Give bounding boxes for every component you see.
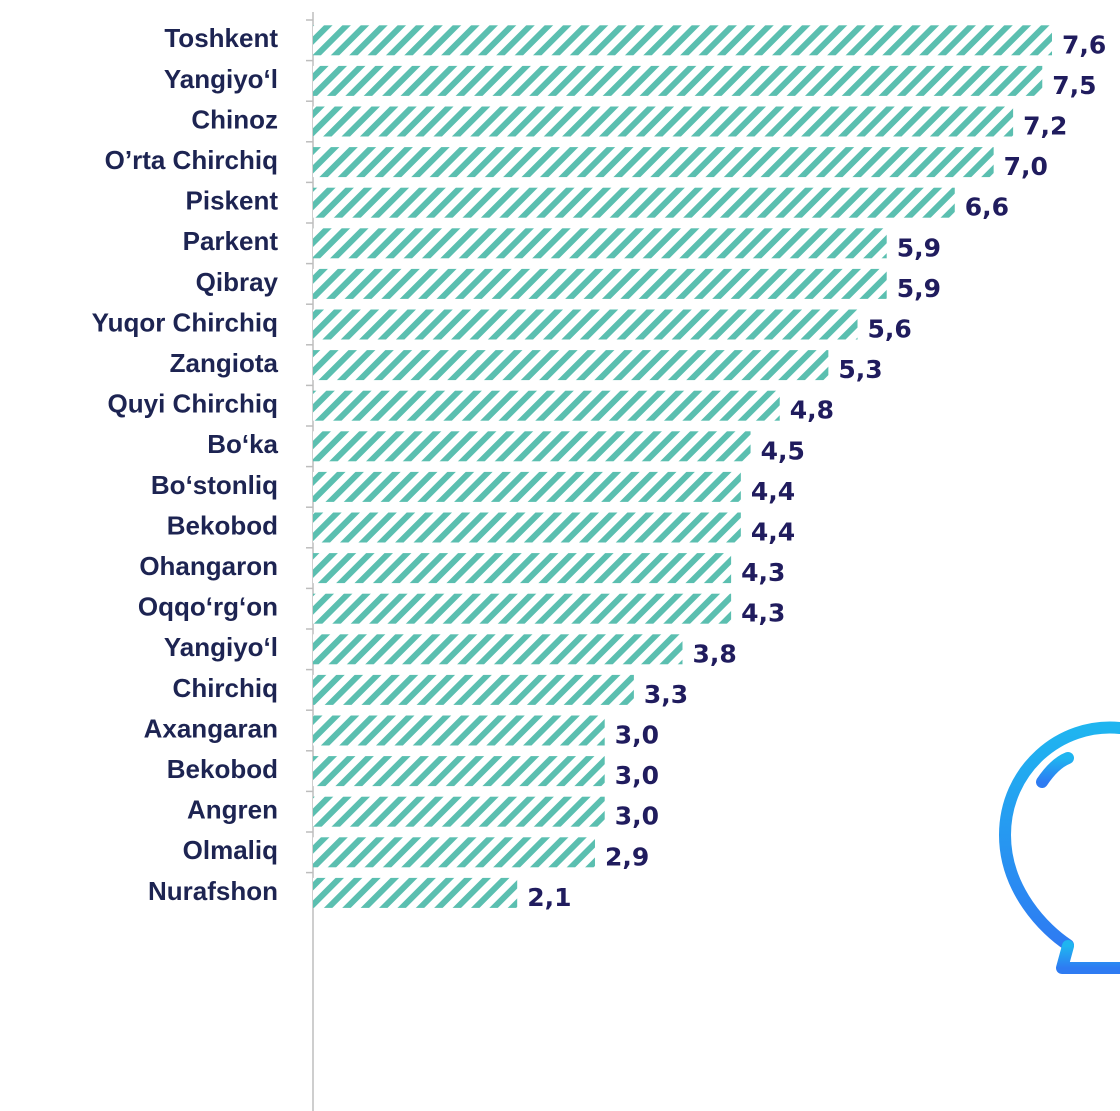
- bar: [313, 553, 732, 584]
- value-label: 3,8: [693, 639, 737, 668]
- value-label: 4,8: [790, 396, 834, 425]
- category-label: Olmaliq: [183, 835, 278, 865]
- category-label: Yangiyo‘l: [164, 64, 278, 94]
- bar: [313, 228, 887, 259]
- category-label: Chirchiq: [173, 673, 278, 703]
- category-label: Bekobod: [167, 754, 278, 784]
- category-label: Oqqo‘rg‘on: [138, 592, 278, 622]
- value-label: 4,3: [741, 599, 785, 628]
- value-label: 2,9: [605, 842, 649, 871]
- category-label: O’rta Chirchiq: [105, 145, 278, 175]
- value-label: 5,9: [897, 274, 941, 303]
- value-label: 5,6: [868, 315, 912, 344]
- bar: [313, 25, 1052, 56]
- category-label: Bo‘ka: [207, 429, 278, 459]
- value-label: 2,1: [527, 883, 571, 912]
- category-label: Yuqor Chirchiq: [92, 307, 278, 337]
- category-label: Parkent: [183, 226, 279, 256]
- category-label: Zangiota: [170, 348, 279, 378]
- bar: [313, 796, 605, 827]
- value-label: 6,6: [965, 193, 1009, 222]
- bar: [313, 309, 858, 340]
- bar: [313, 390, 780, 421]
- category-label: Yangiyo‘l: [164, 632, 278, 662]
- bar: [313, 471, 741, 502]
- category-label: Bo‘stonliq: [151, 470, 278, 500]
- bar: [313, 756, 605, 787]
- value-label: 7,0: [1004, 152, 1048, 181]
- value-label: 3,0: [615, 761, 659, 790]
- bar: [313, 350, 829, 381]
- bar: [313, 512, 741, 543]
- value-label: 4,5: [761, 436, 805, 465]
- balloon-icon: [999, 721, 1120, 1076]
- value-label: 4,4: [751, 518, 795, 547]
- bar: [313, 715, 605, 746]
- category-label: Nurafshon: [148, 876, 278, 906]
- value-label: 5,9: [897, 233, 941, 262]
- category-label: Axangaran: [144, 713, 278, 743]
- category-label: Quyi Chirchiq: [108, 389, 278, 419]
- bar: [313, 431, 751, 462]
- bar: [313, 877, 518, 908]
- category-label: Qibray: [196, 267, 279, 297]
- value-label: 7,6: [1062, 30, 1106, 59]
- value-label: 4,4: [751, 477, 795, 506]
- value-label: 7,5: [1052, 71, 1096, 100]
- category-label: Bekobod: [167, 510, 278, 540]
- bar: [313, 147, 994, 178]
- value-label: 3,0: [615, 802, 659, 831]
- value-label: 5,3: [838, 355, 882, 384]
- category-label: Toshkent: [164, 23, 278, 53]
- category-label: Angren: [187, 795, 278, 825]
- bar: [313, 634, 683, 665]
- value-label: 3,0: [615, 721, 659, 750]
- value-label: 3,3: [644, 680, 688, 709]
- bar: [313, 268, 887, 299]
- category-label: Chinoz: [191, 104, 278, 134]
- bar: [313, 65, 1043, 96]
- value-label: 7,2: [1023, 112, 1067, 141]
- bar: [313, 187, 955, 218]
- bar: [313, 593, 732, 624]
- bar: [313, 106, 1014, 137]
- category-label: Piskent: [186, 186, 279, 216]
- value-label: 4,3: [741, 558, 785, 587]
- bar: [313, 674, 634, 705]
- category-label: Ohangaron: [139, 551, 278, 581]
- bar: [313, 837, 595, 868]
